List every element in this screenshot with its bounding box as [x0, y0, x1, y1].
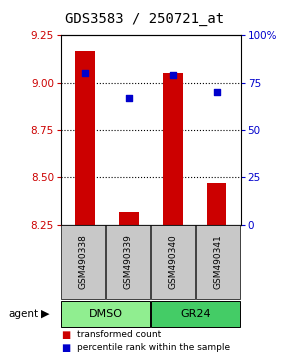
- Text: transformed count: transformed count: [77, 330, 161, 339]
- Text: GDS3583 / 250721_at: GDS3583 / 250721_at: [66, 12, 224, 27]
- Text: GSM490338: GSM490338: [79, 234, 88, 290]
- Bar: [75, 51, 95, 225]
- Bar: [119, 212, 139, 225]
- Text: agent: agent: [9, 309, 39, 319]
- Text: ▶: ▶: [41, 309, 49, 319]
- Point: [171, 72, 175, 78]
- Bar: [163, 73, 183, 225]
- Text: ■: ■: [61, 343, 70, 353]
- Bar: [207, 183, 226, 225]
- Point: [214, 90, 219, 95]
- Text: GSM490341: GSM490341: [214, 235, 223, 289]
- Text: ■: ■: [61, 330, 70, 339]
- Text: GR24: GR24: [180, 309, 211, 319]
- Text: GSM490339: GSM490339: [124, 234, 133, 290]
- Point: [83, 70, 87, 76]
- Text: percentile rank within the sample: percentile rank within the sample: [77, 343, 230, 353]
- Text: DMSO: DMSO: [88, 309, 122, 319]
- Point: [126, 95, 131, 101]
- Text: GSM490340: GSM490340: [169, 235, 178, 289]
